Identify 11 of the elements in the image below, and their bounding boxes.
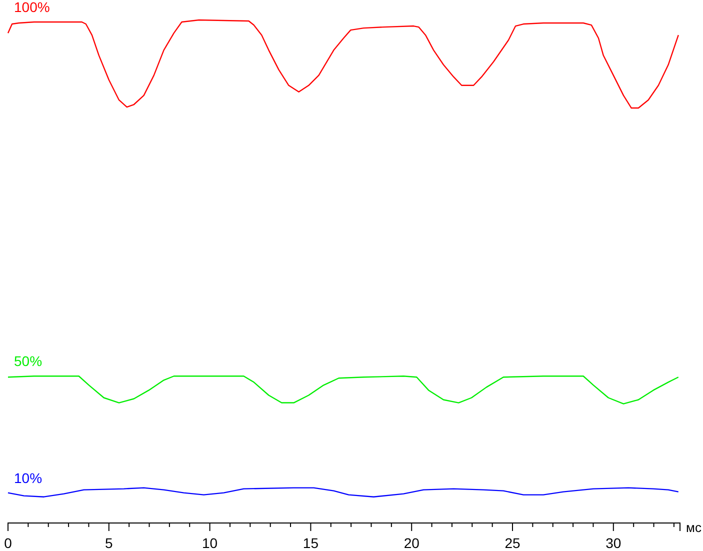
series-label: 100% bbox=[14, 0, 50, 16]
series-label: 10% bbox=[14, 470, 42, 486]
x-axis-title: мс bbox=[686, 520, 702, 535]
x-tick-label: 15 bbox=[302, 535, 319, 551]
x-tick-label: 20 bbox=[404, 535, 420, 551]
x-tick-label: 0 bbox=[4, 535, 12, 551]
x-tick-label: 5 bbox=[105, 535, 113, 551]
x-tick-label: 10 bbox=[202, 535, 218, 551]
series-label: 50% bbox=[14, 353, 42, 370]
x-tick-label: 25 bbox=[504, 535, 520, 551]
x-tick-label: 30 bbox=[606, 535, 622, 551]
